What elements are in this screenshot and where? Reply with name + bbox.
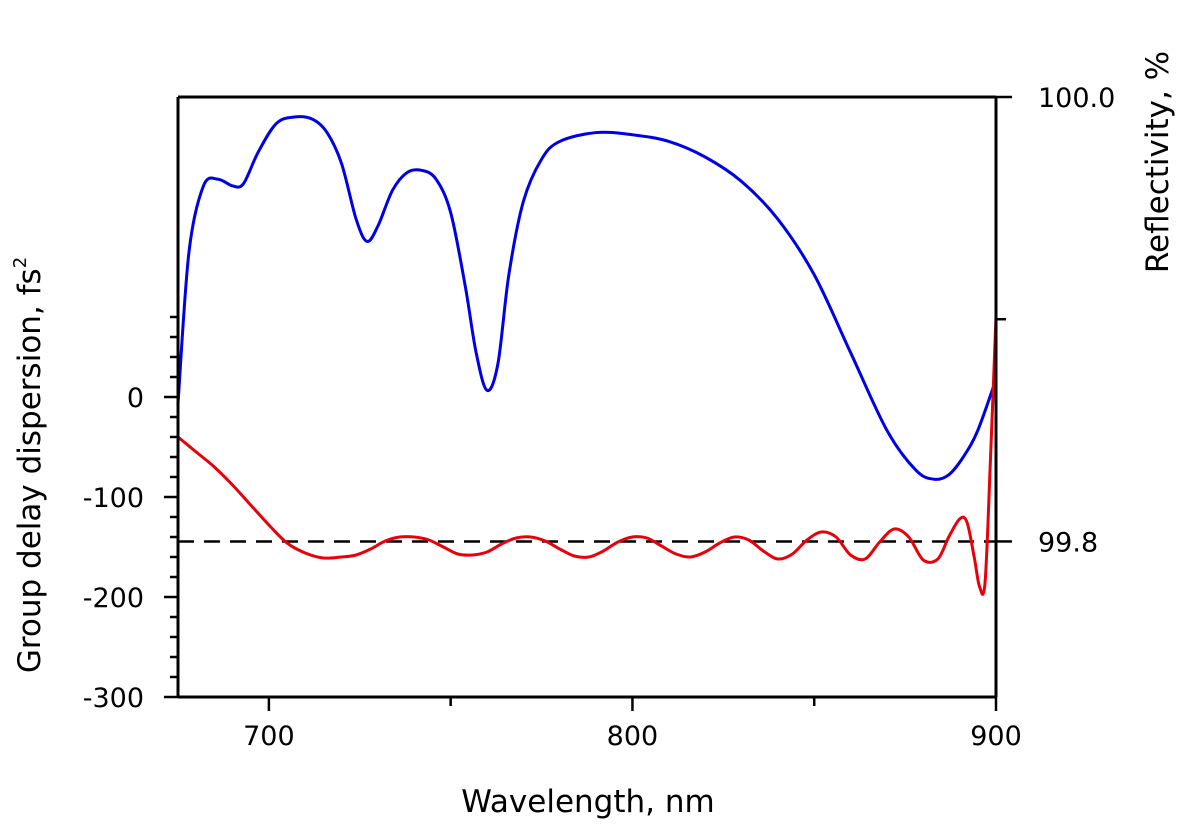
y-left-tick-label: 0 [127, 383, 144, 414]
y-left-axis-title-group: Group delay dispersion, fs2 [10, 257, 48, 673]
y-right-tick-label: 100.0 [1038, 83, 1115, 114]
tick-labels-layer: 700 800 900 0 -100 -200 -300 100.0 99.8 [83, 83, 1116, 752]
x-axis-title: Wavelength, nm [461, 784, 714, 820]
ticks-layer [164, 95, 1012, 711]
x-tick-label: 900 [970, 721, 1022, 752]
axes-layer [176, 95, 998, 699]
y-right-axis-title: Reflectivity, % [1140, 51, 1176, 273]
reflectivity-series-line [176, 115, 998, 481]
x-tick-label: 700 [243, 721, 295, 752]
y-right-tick-label: 99.8 [1038, 527, 1098, 558]
y-left-axis-title-superscript: 2 [10, 257, 31, 268]
y-left-tick-label: -200 [83, 583, 144, 614]
y-left-axis-title: Group delay dispersion, fs2 [10, 257, 48, 673]
x-tick-label: 800 [607, 721, 659, 752]
y-left-tick-label: -300 [83, 683, 144, 714]
y-left-axis-title-text: Group delay dispersion, fs [12, 268, 48, 673]
y-left-tick-label: -100 [83, 483, 144, 514]
gdd-series-line [177, 316, 998, 596]
